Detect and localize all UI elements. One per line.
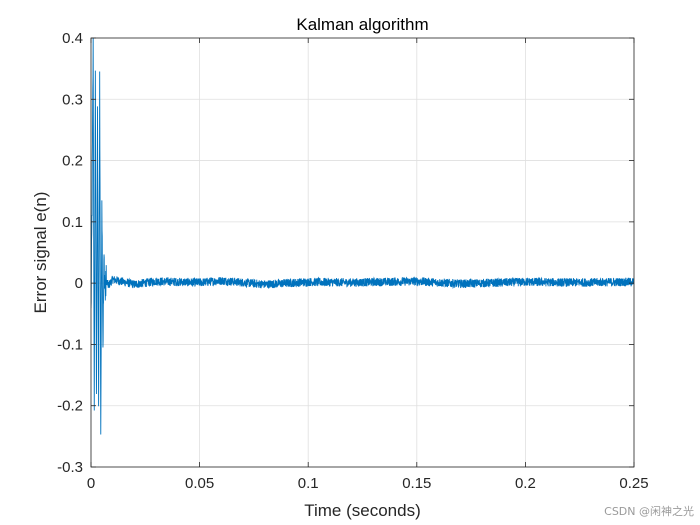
y-tick-label: 0.4 [62, 30, 83, 47]
y-tick-labels: -0.3 -0.2 -0.1 0 0.1 0.2 0.3 0.4 [57, 30, 83, 476]
series-line [91, 38, 634, 435]
data-point [460, 283, 461, 284]
y-tick-label: 0.1 [62, 214, 83, 231]
x-tick-label: 0 [87, 475, 95, 492]
y-tick-label: -0.1 [57, 336, 83, 353]
data-point [112, 279, 113, 280]
data-point [97, 123, 98, 124]
data-point [199, 282, 200, 283]
data-point [351, 282, 352, 283]
x-tick-label: 0.05 [185, 475, 214, 492]
data-point [101, 191, 102, 192]
watermark: CSDN @闲神之光 [604, 505, 694, 518]
y-tick-label: 0.2 [62, 153, 83, 170]
x-tick-label: 0.1 [298, 475, 319, 492]
data-point [102, 344, 103, 345]
data-point [95, 62, 96, 63]
y-axis-label: Error signal e(n) [31, 192, 50, 314]
tick-marks [90, 37, 635, 468]
data-point [103, 258, 104, 259]
data-point [94, 424, 95, 425]
axes-box [90, 37, 635, 468]
x-tick-label: 0.15 [402, 475, 431, 492]
data-point [93, 44, 94, 45]
data-point [568, 282, 569, 283]
chart-title: Kalman algorithm [296, 15, 428, 34]
data-point [98, 417, 99, 418]
y-tick-label: 0 [75, 275, 83, 292]
data-point [156, 281, 157, 282]
x-tick-labels: 0 0.05 0.1 0.15 0.2 0.25 [87, 475, 649, 492]
x-tick-label: 0.2 [515, 475, 536, 492]
x-tick-label: 0.25 [619, 475, 648, 492]
data-point [123, 281, 124, 282]
data-point [416, 281, 417, 282]
data-point [264, 284, 265, 285]
data-point [308, 281, 309, 282]
x-axis-label: Time (seconds) [304, 501, 421, 520]
data-point [96, 405, 97, 406]
data-point [100, 430, 101, 431]
data-point [106, 279, 107, 280]
y-tick-label: -0.2 [57, 398, 83, 415]
data-point [99, 74, 100, 75]
y-tick-label: 0.3 [62, 91, 83, 108]
y-tick-label: -0.3 [57, 459, 83, 476]
series-0 [91, 38, 634, 435]
series-layer [91, 38, 634, 435]
axes-background [91, 38, 634, 467]
data-point [221, 280, 222, 281]
data-point [134, 284, 135, 285]
data-point [525, 281, 526, 282]
data-point [91, 203, 92, 204]
data-point [108, 285, 109, 286]
data-point [105, 295, 106, 296]
